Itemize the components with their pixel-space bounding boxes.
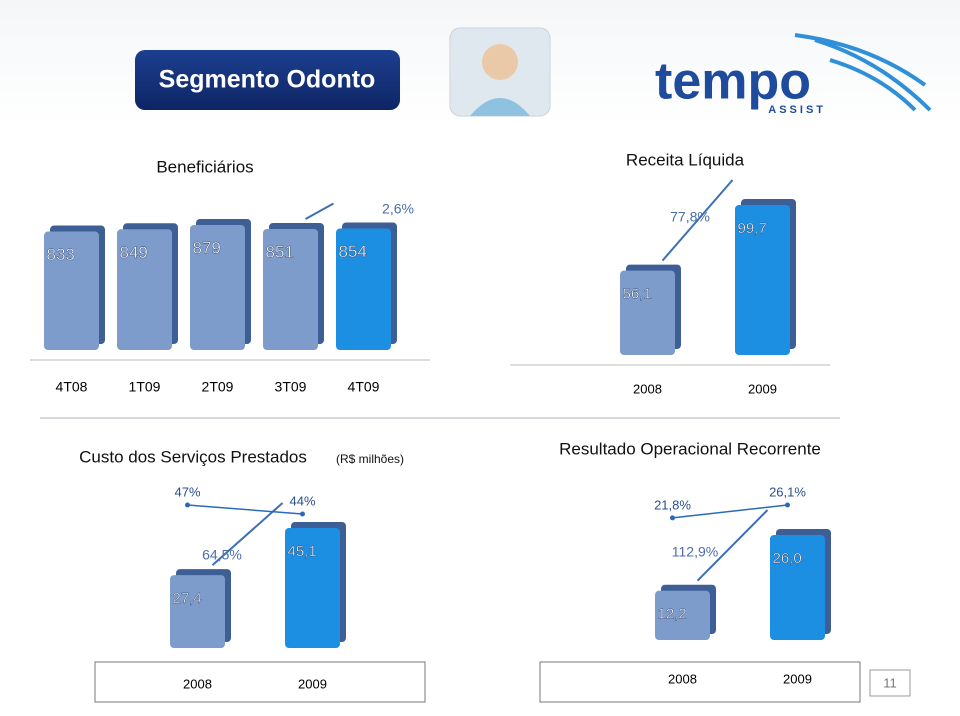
bar [770,535,825,640]
ratio-point [185,502,190,508]
bar [285,528,340,648]
x-tick-label: 2009 [783,671,812,686]
growth-arrow [661,179,734,262]
ratio-point [670,515,675,521]
axis-box [94,661,426,703]
value-label: 56,1 [623,286,652,303]
ratio-point [785,502,790,508]
x-tick-label: 2008 [633,381,662,396]
value-label: 851 [266,242,294,261]
x-tick-label: 2009 [298,676,327,691]
bar [190,225,245,350]
value-label: 12,2 [658,606,687,623]
value-label: 833 [47,245,75,264]
bar [117,229,172,350]
ratio-label: 44% [289,493,315,508]
chart-title: Resultado Operacional Recorrente [559,439,821,458]
logo-swoosh [794,33,932,112]
ratio-line [187,504,303,515]
page-number-box [869,669,911,697]
bar [44,231,99,350]
bar [263,228,318,350]
value-label: 26,0 [773,550,802,567]
value-label: 879 [193,238,221,257]
chart-title: Receita Líquida [626,150,745,169]
growth-arrow [696,509,769,582]
ratio-line [672,504,788,519]
value-label: 45,1 [288,543,317,560]
growth-arrow [211,502,284,566]
value-label: 27,4 [173,590,202,607]
chart-subtitle: (R$ milhões) [336,452,404,466]
logo-sub: ASSIST [768,104,826,116]
bar [620,270,675,355]
growth-label: 2,6% [382,201,414,217]
ratio-label: 21,8% [654,497,691,512]
x-tick-label: 3T09 [275,379,307,395]
value-label: 854 [339,242,367,261]
ratio-label: 26,1% [769,484,806,499]
axis-box [539,661,861,703]
chart-title: Custo dos Serviços Prestados [79,447,307,466]
chart-title: Beneficiários [156,157,253,176]
x-tick-label: 2008 [668,671,697,686]
growth-label: 64,5% [202,547,242,563]
value-label: 849 [120,243,148,262]
ratio-point [300,511,305,517]
x-tick-label: 2T09 [202,379,234,395]
bar [170,575,225,648]
x-tick-label: 1T09 [129,379,161,395]
growth-label: 112,9% [672,544,718,560]
bar [336,228,391,350]
page-number: 11 [883,675,897,690]
slide-title: Segmento Odonto [159,66,376,94]
x-tick-label: 4T08 [56,379,88,395]
photo-body [470,98,530,116]
x-tick-label: 2009 [748,381,777,396]
logo: tempo [655,53,811,111]
bar [735,205,790,355]
photo-face [482,44,518,80]
value-label: 99,7 [738,220,767,237]
x-tick-label: 4T09 [348,379,380,395]
x-tick-label: 2008 [183,676,212,691]
ratio-label: 47% [174,484,200,499]
bar [655,590,710,640]
growth-arrow [305,202,334,220]
title-box [135,50,400,110]
growth-label: 77,8% [670,209,710,225]
